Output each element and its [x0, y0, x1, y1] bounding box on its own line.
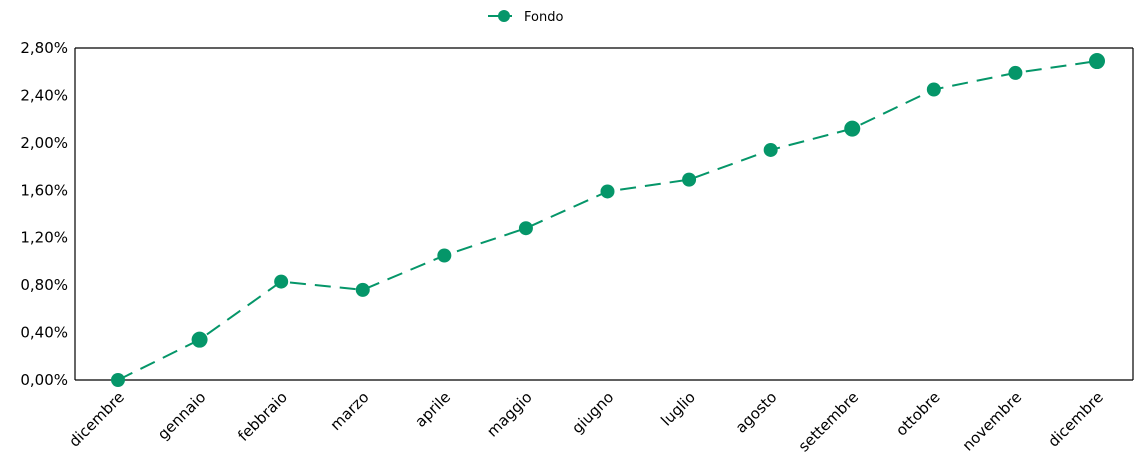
y-tick-label: 0,40% — [20, 324, 68, 342]
x-tick-label: luglio — [657, 388, 699, 430]
data-point — [844, 120, 861, 137]
x-tick-label: dicembre — [65, 388, 127, 450]
x-tick-label: settembre — [795, 388, 862, 455]
x-tick-label: maggio — [483, 388, 535, 440]
x-tick-label: dicembre — [1044, 388, 1106, 450]
x-tick-label: agosto — [732, 388, 781, 437]
legend: Fondo — [488, 10, 563, 25]
data-point — [763, 142, 778, 157]
x-tick-label: aprile — [411, 388, 454, 431]
data-point — [682, 172, 697, 187]
data-point — [437, 248, 452, 263]
data-point — [191, 331, 208, 348]
data-point — [926, 82, 941, 97]
data-point — [274, 274, 289, 289]
x-tick-label: giugno — [568, 388, 617, 437]
series-layer — [111, 53, 1105, 387]
chart-axes — [74, 47, 1134, 381]
x-axis-ticks: dicembre gennaio febbraio marzo aprile maggio… — [65, 388, 1106, 455]
y-tick-label: 0,00% — [20, 371, 68, 389]
y-tick-label: 1,20% — [20, 229, 68, 247]
data-point — [355, 282, 370, 297]
y-tick-label: 2,40% — [20, 86, 68, 104]
data-point — [1089, 53, 1105, 70]
y-tick-label: 0,80% — [20, 276, 68, 294]
x-tick-label: ottobre — [892, 388, 943, 439]
y-axis-ticks: 0,00% 0,40% 0,80% 1,20% 1,60% 2,00% 2,40% 2,80% — [20, 39, 68, 389]
data-point — [518, 221, 533, 236]
x-tick-label: marzo — [327, 388, 373, 434]
y-tick-label: 2,00% — [20, 134, 68, 152]
x-tick-label: novembre — [959, 388, 1025, 454]
legend-marker — [498, 10, 510, 22]
data-point — [600, 184, 615, 199]
y-tick-label: 2,80% — [20, 39, 68, 57]
series-line — [117, 60, 1098, 381]
data-point — [1008, 65, 1023, 80]
x-tick-label: febbraio — [234, 388, 291, 445]
y-tick-label: 1,60% — [20, 181, 68, 199]
x-tick-label: gennaio — [154, 388, 209, 443]
legend-label: Fondo — [524, 10, 563, 25]
data-point — [111, 373, 125, 387]
